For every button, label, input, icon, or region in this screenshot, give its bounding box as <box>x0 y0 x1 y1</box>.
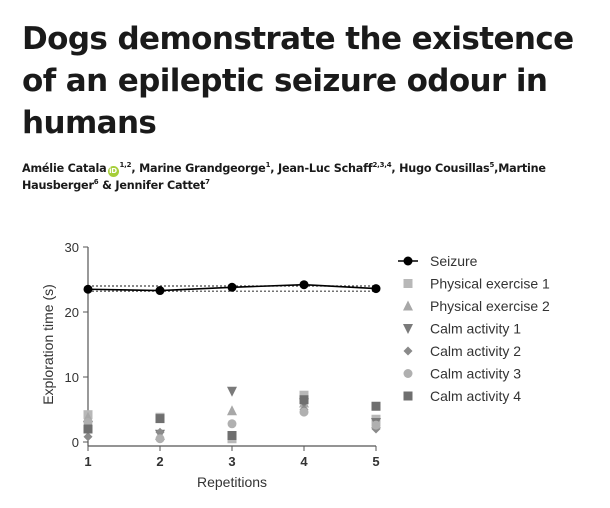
legend-marker <box>403 346 413 356</box>
affiliation-superscript: 1,2 <box>119 161 132 169</box>
x-tick-label: 1 <box>84 454 91 469</box>
data-point <box>227 282 237 292</box>
x-axis-label: Repetitions <box>197 474 267 490</box>
affiliation-superscript: 7 <box>205 178 210 186</box>
legend-marker <box>403 279 413 288</box>
legend-label: Calm activity 1 <box>430 321 521 337</box>
affiliation-superscript: 5 <box>489 161 495 169</box>
y-tick-label: 30 <box>65 240 79 255</box>
data-point <box>227 419 237 429</box>
author-name[interactable]: Martine Hausberger <box>22 162 546 192</box>
author-name[interactable]: Jean-Luc Schaff <box>277 162 373 175</box>
author-name[interactable]: Hugo Cousillas <box>399 162 490 175</box>
data-point <box>227 431 237 440</box>
legend-label: Calm activity 2 <box>430 343 521 359</box>
legend-label: Calm activity 3 <box>430 366 521 382</box>
series-0 <box>83 280 381 296</box>
y-tick-label: 10 <box>65 370 79 385</box>
article-title: Dogs demonstrate the existence of an epi… <box>22 21 574 141</box>
affiliation-superscript: 2,3,4 <box>372 161 392 169</box>
orcid-icon[interactable]: iD <box>107 166 119 177</box>
data-point <box>227 405 237 416</box>
legend-marker <box>403 300 413 311</box>
x-tick-label: 3 <box>228 454 235 469</box>
legend-marker <box>403 324 413 334</box>
data-point <box>299 390 309 400</box>
data-point <box>371 401 381 411</box>
data-point <box>299 395 309 405</box>
data-point <box>83 284 93 294</box>
data-point <box>299 280 309 290</box>
author-name[interactable]: Jennifer Cattet <box>115 179 206 192</box>
x-tick-label: 2 <box>156 454 163 469</box>
data-point <box>371 284 381 294</box>
author-separator: , <box>131 162 140 175</box>
author-list: Amélie Catala iD1,2, Marine Grandgeorge1,… <box>22 160 592 194</box>
seizure-odour-chart: 0 10 20 30 1 2 3 4 5 Repetitions Exploration time … <box>40 240 550 490</box>
y-axis-label: Exploration time (s) <box>40 284 56 405</box>
x-tick-label: 5 <box>372 454 379 469</box>
figure-chart: 0 10 20 30 1 2 3 4 5 Repetitions Exploration time … <box>36 238 576 494</box>
author-name[interactable]: Amélie Catala <box>22 162 107 175</box>
author-separator: , <box>391 162 400 175</box>
data-point <box>155 414 165 424</box>
x-tick-label: 4 <box>300 454 308 469</box>
author-name[interactable]: Marine Grandgeorge <box>139 162 266 175</box>
data-point <box>155 286 165 296</box>
data-point <box>155 434 165 444</box>
legend-label: Physical exercise 2 <box>430 298 550 314</box>
affiliation-superscript: 1 <box>265 161 271 169</box>
data-point <box>371 420 381 430</box>
data-point <box>227 386 237 397</box>
legend-label: Physical exercise 1 <box>430 276 550 292</box>
legend-marker <box>403 391 413 401</box>
legend-marker <box>403 369 413 378</box>
author-separator: , <box>270 162 278 175</box>
y-tick-label: 20 <box>65 305 79 320</box>
data-point <box>155 427 165 437</box>
legend-label: Calm activity 4 <box>430 388 521 404</box>
affiliation-superscript: 6 <box>93 178 99 186</box>
y-tick-label: 0 <box>72 435 79 450</box>
data-point <box>83 432 93 442</box>
series-6 <box>83 395 381 440</box>
author-separator: & <box>98 179 116 192</box>
legend-label: Seizure <box>430 253 478 269</box>
data-point <box>83 424 93 434</box>
author-separator: , <box>494 162 499 175</box>
legend-marker <box>403 256 413 266</box>
data-point <box>299 407 309 417</box>
